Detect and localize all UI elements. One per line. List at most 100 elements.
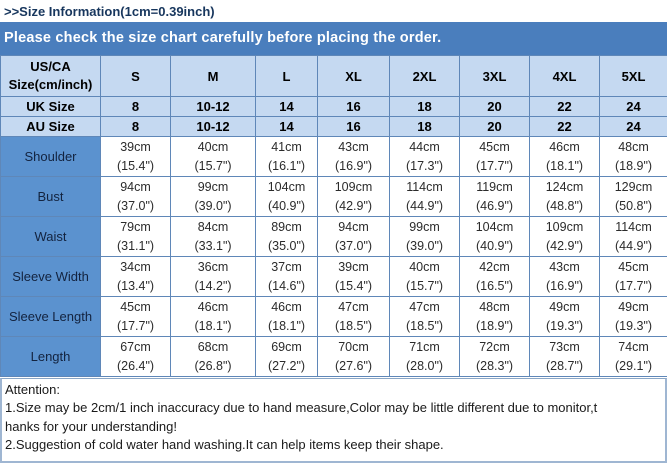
au-size-value: 10-12 (171, 117, 256, 137)
size-header-row: US/CA Size(cm/inch) S M L XL 2XL 3XL 4XL… (1, 56, 667, 97)
waist-label: Waist (1, 217, 101, 257)
size-cell: 34cm(13.4") (101, 257, 171, 297)
uk-size-value: 16 (318, 97, 390, 117)
size-cell: 119cm(46.9") (460, 177, 530, 217)
corner-line1: US/CA (1, 58, 100, 76)
uk-size-label: UK Size (1, 97, 101, 117)
size-cell: 44cm(17.3") (390, 137, 460, 177)
size-cell: 99cm(39.0") (390, 217, 460, 257)
size-cell: 39cm(15.4") (101, 137, 171, 177)
uk-size-value: 24 (600, 97, 667, 117)
size-cell: 99cm(39.0") (171, 177, 256, 217)
au-size-value: 20 (460, 117, 530, 137)
size-cell: 46cm(18.1") (530, 137, 600, 177)
size-cell: 114cm(44.9") (600, 217, 667, 257)
uk-size-value: 18 (390, 97, 460, 117)
au-size-value: 24 (600, 117, 667, 137)
uk-size-value: 14 (256, 97, 318, 117)
size-cell: 109cm(42.9") (318, 177, 390, 217)
size-chart-table: US/CA Size(cm/inch) S M L XL 2XL 3XL 4XL… (0, 55, 667, 377)
bust-label: Bust (1, 177, 101, 217)
corner-cell: US/CA Size(cm/inch) (1, 56, 101, 97)
uk-size-value: 22 (530, 97, 600, 117)
au-size-value: 22 (530, 117, 600, 137)
sleeve-length-label: Sleeve Length (1, 297, 101, 337)
size-cell: 94cm(37.0") (318, 217, 390, 257)
au-size-row: AU Size 8 10-12 14 16 18 20 22 24 (1, 117, 667, 137)
uk-size-value: 10-12 (171, 97, 256, 117)
size-cell: 45cm(17.7") (101, 297, 171, 337)
au-size-value: 16 (318, 117, 390, 137)
size-cell: 45cm(17.7") (460, 137, 530, 177)
size-col-l: L (256, 56, 318, 97)
size-cell: 47cm(18.5") (318, 297, 390, 337)
uk-size-value: 20 (460, 97, 530, 117)
size-cell: 37cm(14.6") (256, 257, 318, 297)
size-cell: 36cm(14.2") (171, 257, 256, 297)
attention-note-line: 1.Size may be 2cm/1 inch inaccuracy due … (5, 399, 662, 417)
au-size-label: AU Size (1, 117, 101, 137)
size-cell: 47cm(18.5") (390, 297, 460, 337)
uk-size-row: UK Size 8 10-12 14 16 18 20 22 24 (1, 97, 667, 117)
size-cell: 129cm(50.8") (600, 177, 667, 217)
size-cell: 89cm(35.0") (256, 217, 318, 257)
size-cell: 39cm(15.4") (318, 257, 390, 297)
au-size-value: 14 (256, 117, 318, 137)
size-cell: 67cm(26.4") (101, 337, 171, 377)
au-size-value: 18 (390, 117, 460, 137)
bust-row: Bust 94cm(37.0") 99cm(39.0") 104cm(40.9"… (1, 177, 667, 217)
size-cell: 72cm(28.3") (460, 337, 530, 377)
sleeve-width-label: Sleeve Width (1, 257, 101, 297)
attention-notes: Attention: 1.Size may be 2cm/1 inch inac… (0, 378, 667, 463)
size-cell: 46cm(18.1") (256, 297, 318, 337)
size-cell: 43cm(16.9") (530, 257, 600, 297)
sleeve-width-row: Sleeve Width 34cm(13.4") 36cm(14.2") 37c… (1, 257, 667, 297)
shoulder-row: Shoulder 39cm(15.4") 40cm(15.7") 41cm(16… (1, 137, 667, 177)
size-col-m: M (171, 56, 256, 97)
size-col-5xl: 5XL (600, 56, 667, 97)
size-col-2xl: 2XL (390, 56, 460, 97)
size-cell: 104cm(40.9") (256, 177, 318, 217)
size-information-title: >>Size Information(1cm=0.39inch) (0, 0, 667, 22)
size-cell: 43cm(16.9") (318, 137, 390, 177)
size-cell: 79cm(31.1") (101, 217, 171, 257)
uk-size-value: 8 (101, 97, 171, 117)
attention-heading: Attention: (5, 381, 662, 399)
attention-note-line: 2.Suggestion of cold water hand washing.… (5, 436, 662, 454)
size-cell: 73cm(28.7") (530, 337, 600, 377)
shoulder-label: Shoulder (1, 137, 101, 177)
size-cell: 70cm(27.6") (318, 337, 390, 377)
size-cell: 114cm(44.9") (390, 177, 460, 217)
size-cell: 94cm(37.0") (101, 177, 171, 217)
size-cell: 104cm(40.9") (460, 217, 530, 257)
size-cell: 46cm(18.1") (171, 297, 256, 337)
size-cell: 42cm(16.5") (460, 257, 530, 297)
size-col-4xl: 4XL (530, 56, 600, 97)
size-cell: 109cm(42.9") (530, 217, 600, 257)
size-cell: 71cm(28.0") (390, 337, 460, 377)
waist-row: Waist 79cm(31.1") 84cm(33.1") 89cm(35.0"… (1, 217, 667, 257)
size-col-s: S (101, 56, 171, 97)
size-chart-warning-banner: Please check the size chart carefully be… (0, 22, 667, 55)
length-row: Length 67cm(26.4") 68cm(26.8") 69cm(27.2… (1, 337, 667, 377)
sleeve-length-row: Sleeve Length 45cm(17.7") 46cm(18.1") 46… (1, 297, 667, 337)
size-cell: 68cm(26.8") (171, 337, 256, 377)
corner-line2: Size(cm/inch) (1, 76, 100, 94)
size-cell: 40cm(15.7") (390, 257, 460, 297)
size-cell: 48cm(18.9") (460, 297, 530, 337)
size-cell: 84cm(33.1") (171, 217, 256, 257)
size-cell: 74cm(29.1") (600, 337, 667, 377)
size-cell: 40cm(15.7") (171, 137, 256, 177)
attention-note-line: hanks for your understanding! (5, 418, 662, 436)
size-cell: 49cm(19.3") (600, 297, 667, 337)
au-size-value: 8 (101, 117, 171, 137)
size-cell: 124cm(48.8") (530, 177, 600, 217)
size-col-3xl: 3XL (460, 56, 530, 97)
size-col-xl: XL (318, 56, 390, 97)
size-cell: 49cm(19.3") (530, 297, 600, 337)
size-cell: 69cm(27.2") (256, 337, 318, 377)
length-label: Length (1, 337, 101, 377)
size-cell: 48cm(18.9") (600, 137, 667, 177)
size-cell: 45cm(17.7") (600, 257, 667, 297)
size-cell: 41cm(16.1") (256, 137, 318, 177)
